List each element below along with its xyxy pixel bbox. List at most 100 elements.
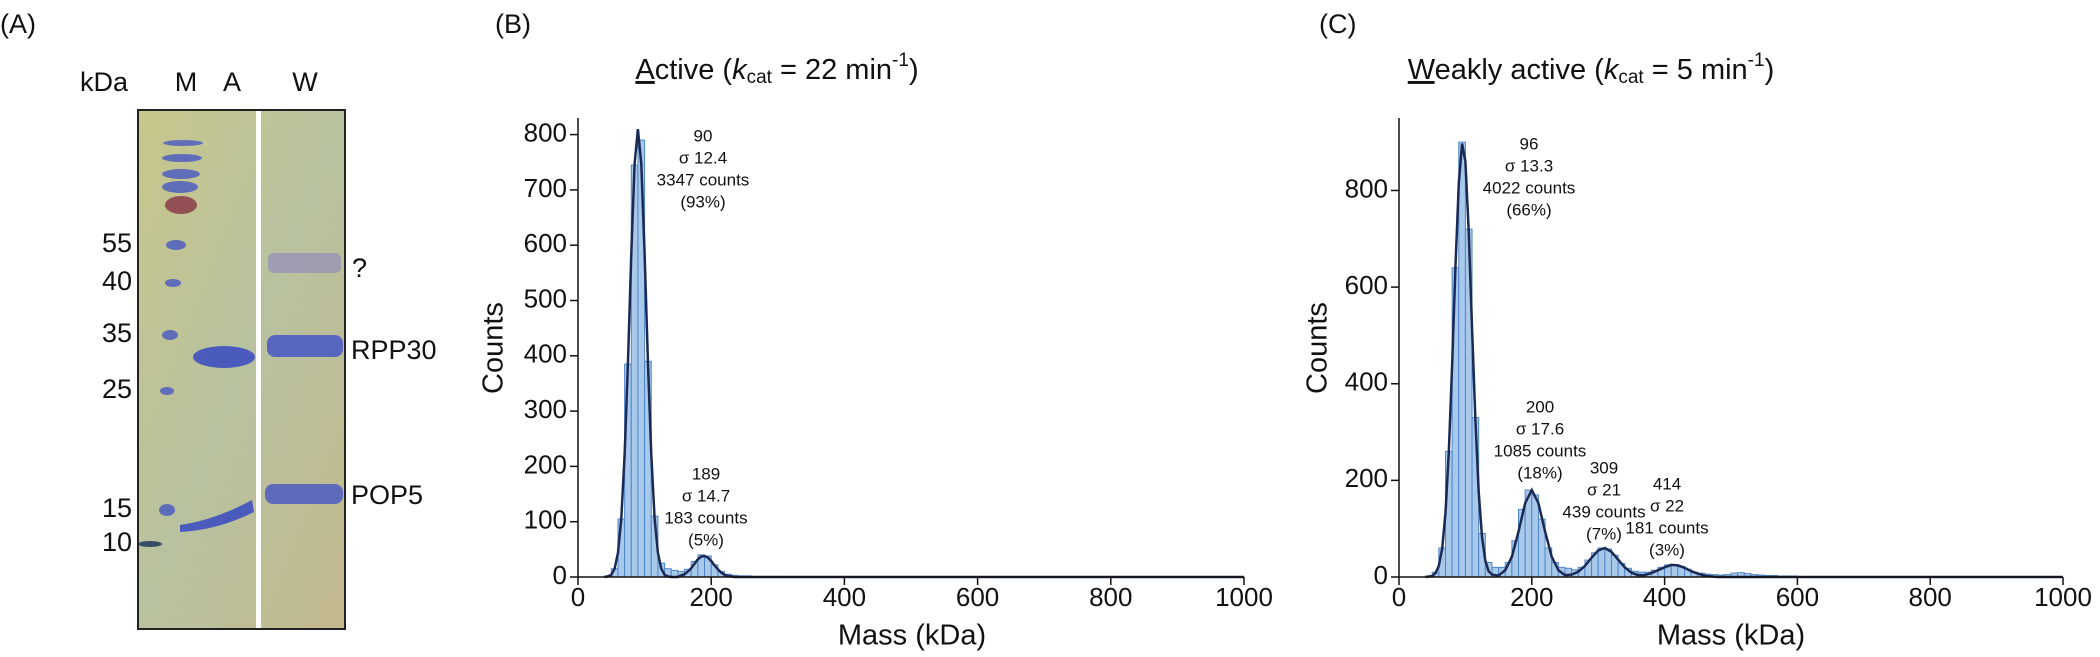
x-tick-label: 1000 bbox=[2034, 582, 2092, 612]
y-tick-label: 400 bbox=[524, 339, 567, 369]
peak-annotation: σ 13.3 bbox=[1505, 156, 1553, 175]
panel-label: (A) bbox=[0, 9, 36, 39]
y-tick-label: 200 bbox=[524, 449, 567, 479]
peak-annotation: 4022 counts bbox=[1483, 178, 1576, 197]
peak-annotation: σ 12.4 bbox=[679, 148, 727, 167]
peak-annotation: (66%) bbox=[1506, 200, 1551, 219]
x-tick-label: 400 bbox=[1643, 582, 1686, 612]
x-tick-label: 200 bbox=[690, 582, 733, 612]
marker-label: 25 bbox=[102, 374, 132, 404]
band-label: POP5 bbox=[351, 480, 423, 510]
y-tick-label: 0 bbox=[1374, 560, 1388, 590]
lane-divider bbox=[256, 111, 261, 628]
marker-label: 40 bbox=[102, 266, 132, 296]
histogram-bar bbox=[1458, 141, 1466, 578]
peak-annotation: 3347 counts bbox=[657, 170, 750, 189]
lane-label: M bbox=[175, 67, 198, 97]
band bbox=[180, 500, 254, 532]
y-tick-label: 600 bbox=[524, 228, 567, 258]
y-tick-label: 100 bbox=[524, 505, 567, 535]
plot: 0 200 400 600 800 1000 0 100 200 300 400 500 600 700 8… bbox=[524, 117, 1273, 611]
ladder bbox=[138, 140, 203, 547]
title-part: ) bbox=[1765, 54, 1775, 86]
y-tick-label: 0 bbox=[553, 560, 567, 590]
y-tick-label: 500 bbox=[524, 283, 567, 313]
plot: 0 200 400 600 800 1000 0 200 400 600 800 96 σ 13.3 40… bbox=[1345, 118, 2092, 612]
peak-annotation: 181 counts bbox=[1625, 518, 1708, 537]
band-label: ? bbox=[352, 253, 367, 283]
y-tick-label: 600 bbox=[1345, 270, 1388, 300]
peak-annotation: 189 bbox=[692, 464, 720, 483]
title-part: k bbox=[732, 54, 748, 86]
chart-title: Active (kcat = 22 min-1) bbox=[635, 50, 918, 88]
y-tick-label: 800 bbox=[524, 117, 567, 147]
title-part: = 22 min bbox=[772, 54, 892, 86]
title-part: -1 bbox=[892, 50, 909, 71]
lane-label: W bbox=[292, 67, 318, 97]
histogram-bar bbox=[1531, 494, 1539, 578]
title-part: = 5 min bbox=[1644, 54, 1748, 86]
title-part: eakly active ( bbox=[1435, 54, 1605, 86]
gel bbox=[137, 109, 346, 630]
y-tick-label: 700 bbox=[524, 173, 567, 203]
peak-annotation: σ 17.6 bbox=[1516, 419, 1564, 438]
peak-annotation: σ 22 bbox=[1650, 496, 1684, 515]
peak-annotation: 309 bbox=[1590, 458, 1618, 477]
band bbox=[267, 335, 343, 357]
band bbox=[193, 346, 255, 368]
peak-annotation: 1085 counts bbox=[1494, 441, 1587, 460]
peak-annotation: σ 21 bbox=[1587, 480, 1621, 499]
title-part: -1 bbox=[1748, 50, 1765, 71]
x-tick-label: 600 bbox=[956, 582, 999, 612]
title-part: W bbox=[1408, 54, 1436, 86]
peak-annotation: 96 bbox=[1520, 134, 1539, 153]
band-label: RPP30 bbox=[351, 335, 437, 365]
marker-label: 15 bbox=[102, 493, 132, 523]
y-tick-label: 200 bbox=[1345, 463, 1388, 493]
title-part: A bbox=[635, 54, 655, 86]
peak-annotation: 200 bbox=[1526, 397, 1554, 416]
fit-line bbox=[1425, 143, 2063, 579]
peak-annotation: 183 counts bbox=[664, 508, 747, 527]
histogram-bar bbox=[1597, 547, 1606, 578]
x-tick-label: 0 bbox=[1392, 582, 1406, 612]
histogram-bar bbox=[1670, 564, 1679, 578]
marker-label: 35 bbox=[102, 318, 132, 348]
lane-label: A bbox=[223, 67, 241, 97]
x-axis-label: Mass (kDa) bbox=[1657, 620, 1805, 652]
peak-annotation: 90 bbox=[694, 126, 713, 145]
peak-annotation: (3%) bbox=[1649, 540, 1685, 559]
y-tick-label: 300 bbox=[524, 394, 567, 424]
peak-annotation: σ 14.7 bbox=[682, 486, 730, 505]
x-tick-label: 200 bbox=[1510, 582, 1553, 612]
gel-image bbox=[137, 109, 346, 630]
x-tick-label: 600 bbox=[1776, 582, 1819, 612]
y-axis-label: Counts bbox=[478, 302, 510, 394]
y-tick-label: 400 bbox=[1345, 367, 1388, 397]
marker-label: 10 bbox=[102, 527, 132, 557]
x-tick-label: 800 bbox=[1909, 582, 1952, 612]
title-part: k bbox=[1604, 54, 1620, 86]
y-tick-label: 800 bbox=[1345, 173, 1388, 203]
y-axis-label: Counts bbox=[1302, 302, 1334, 394]
x-tick-label: 400 bbox=[823, 582, 866, 612]
peak-annotation: (93%) bbox=[680, 192, 725, 211]
band bbox=[265, 484, 343, 504]
peak-annotation: (5%) bbox=[688, 530, 724, 549]
histogram-bar bbox=[1604, 548, 1612, 578]
panel-label: (B) bbox=[495, 9, 531, 39]
title-part: ctive ( bbox=[655, 54, 733, 86]
panel-label: (C) bbox=[1319, 9, 1356, 39]
x-tick-label: 0 bbox=[571, 582, 585, 612]
title-part: cat bbox=[747, 67, 773, 88]
peak-annotation: 414 bbox=[1653, 474, 1681, 493]
title-part: ) bbox=[909, 54, 919, 86]
x-tick-label: 1000 bbox=[1215, 582, 1273, 612]
marker-label: 55 bbox=[102, 228, 132, 258]
peak-annotation: (18%) bbox=[1517, 463, 1562, 482]
title-part: cat bbox=[1618, 67, 1644, 88]
x-tick-label: 800 bbox=[1089, 582, 1132, 612]
x-axis-label: Mass (kDa) bbox=[838, 620, 986, 652]
band bbox=[268, 253, 341, 273]
